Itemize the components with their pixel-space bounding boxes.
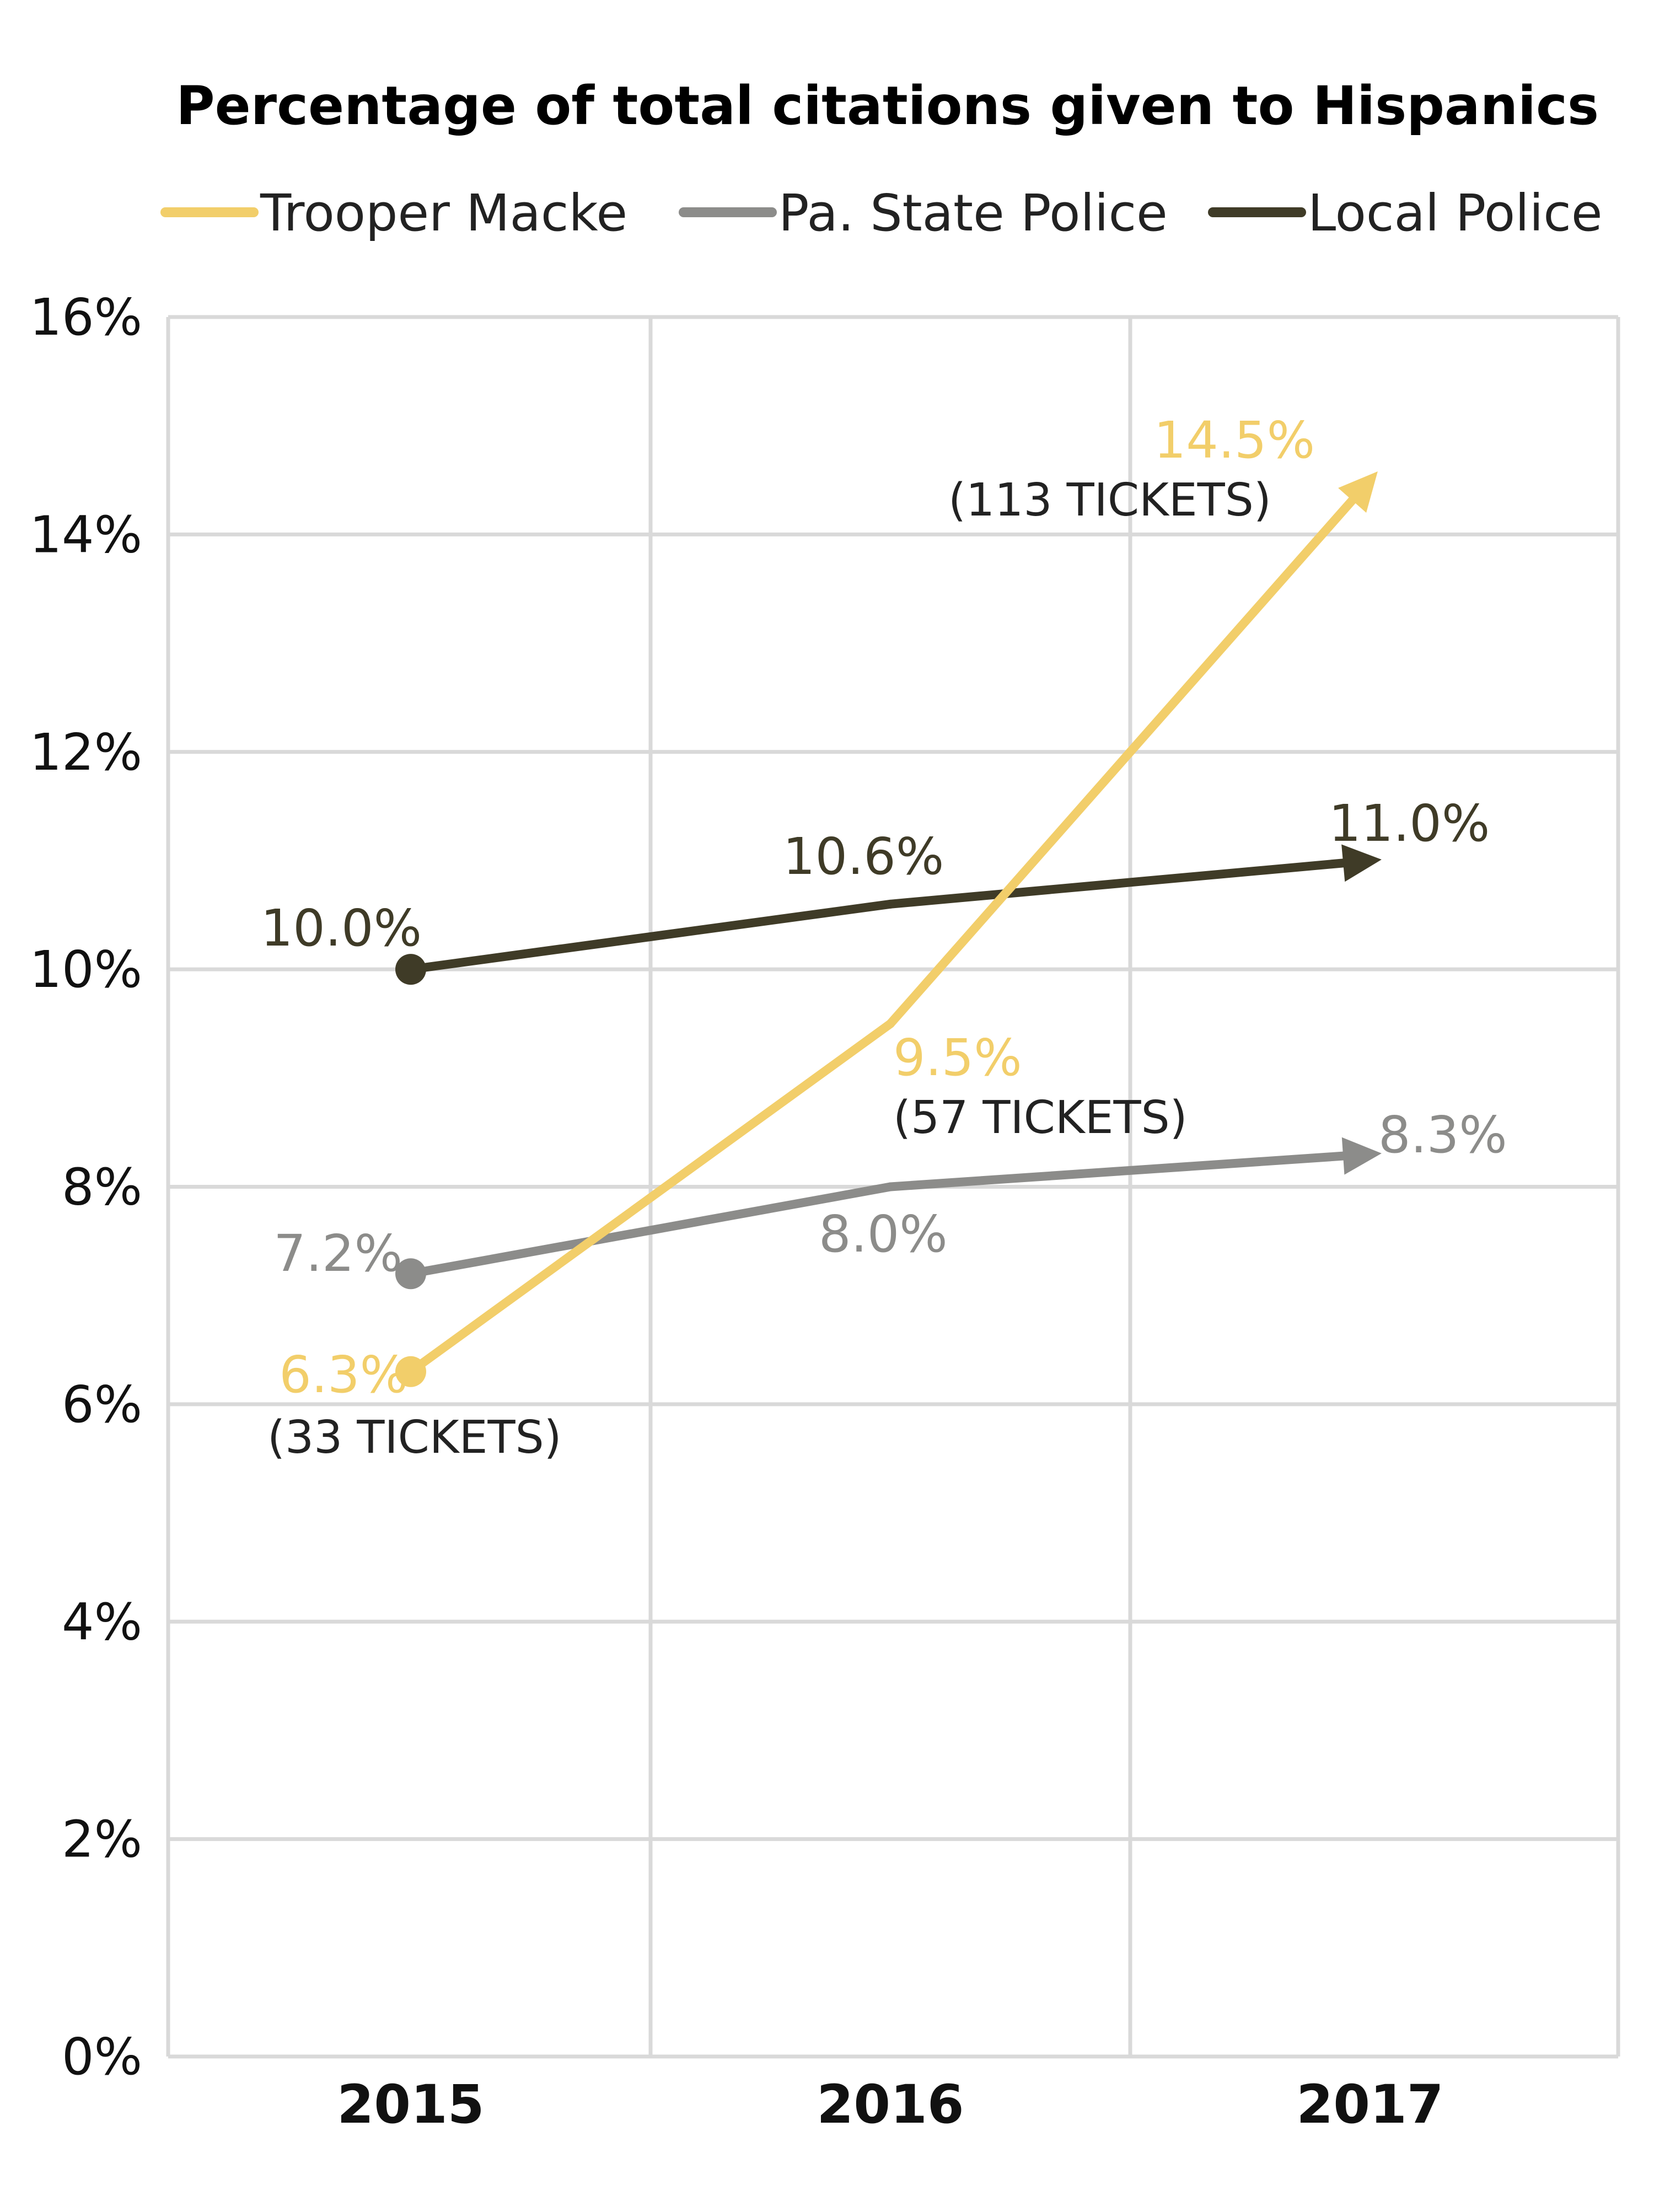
labels-trooper-macke: 6.3% 9.5% 14.5% (33 TICKETS) (57 TICKETS) (11… <box>267 411 1315 1464</box>
legend-item-trooper-macke: Trooper Macke <box>160 184 627 243</box>
data-label-2016: 8.0% <box>819 1205 948 1264</box>
y-tick-label: 14% <box>30 505 142 564</box>
series-pa-state-police <box>395 1137 1382 1290</box>
ticket-count-2017: (113 TICKETS) <box>948 474 1271 527</box>
data-label-2017: 8.3% <box>1378 1105 1507 1164</box>
x-axis-ticks: 2015 2016 2017 <box>337 2074 1443 2135</box>
legend: Trooper Macke Pa. State Police Local Polic… <box>160 184 1602 243</box>
data-point-2015 <box>395 1356 426 1387</box>
data-label-2015: 6.3% <box>279 1345 408 1404</box>
data-point-2017-arrow <box>1341 844 1382 882</box>
data-label-2017: 11.0% <box>1329 794 1490 853</box>
data-point-2015 <box>395 954 426 985</box>
data-point-2017-arrow <box>1338 471 1378 513</box>
series-trooper-macke <box>395 471 1378 1387</box>
data-label-2016: 10.6% <box>783 827 944 886</box>
x-tick-label: 2017 <box>1296 2074 1443 2135</box>
y-tick-label: 10% <box>30 940 142 999</box>
gridlines <box>166 315 1620 2059</box>
data-point-2015 <box>395 1258 426 1290</box>
data-point-2016 <box>886 1019 895 1028</box>
data-point-2017-arrow <box>1341 1137 1382 1175</box>
y-tick-label: 0% <box>62 2027 142 2086</box>
data-label-2017: 14.5% <box>1154 411 1315 470</box>
legend-item-pa-state-police: Pa. State Police <box>679 184 1168 243</box>
legend-label: Trooper Macke <box>260 184 627 243</box>
labels-local-police: 10.0% 10.6% 11.0% <box>261 794 1490 958</box>
x-tick-label: 2015 <box>337 2074 484 2135</box>
y-tick-label: 2% <box>62 1810 142 1869</box>
series-lines <box>395 471 1382 1387</box>
data-label-2015: 7.2% <box>273 1224 402 1283</box>
y-axis-ticks: 0% 2% 4% 6% 8% 10% 12% 14% 16% <box>30 288 142 2086</box>
legend-label: Pa. State Police <box>778 184 1168 243</box>
y-tick-label: 8% <box>62 1158 142 1217</box>
legend-label: Local Police <box>1308 184 1602 243</box>
ticket-count-2016: (57 TICKETS) <box>893 1092 1188 1144</box>
series-local-police <box>395 844 1382 985</box>
y-tick-label: 4% <box>62 1592 142 1651</box>
chart-title: Percentage of total citations given to H… <box>176 75 1599 137</box>
data-labels: 6.3% 9.5% 14.5% (33 TICKETS) (57 TICKETS) (11… <box>261 411 1507 1464</box>
y-tick-label: 12% <box>30 723 142 782</box>
y-tick-label: 6% <box>62 1375 142 1434</box>
data-point-2016 <box>886 1182 895 1191</box>
x-tick-label: 2016 <box>817 2074 964 2135</box>
data-label-2015: 10.0% <box>261 899 422 958</box>
labels-pa-state-police: 7.2% 8.0% 8.3% <box>273 1105 1507 1283</box>
ticket-count-2015: (33 TICKETS) <box>267 1411 562 1464</box>
data-point-2016 <box>886 899 895 909</box>
legend-item-local-police: Local Police <box>1208 184 1602 243</box>
y-tick-label: 16% <box>30 288 142 347</box>
data-label-2016: 9.5% <box>893 1028 1022 1087</box>
